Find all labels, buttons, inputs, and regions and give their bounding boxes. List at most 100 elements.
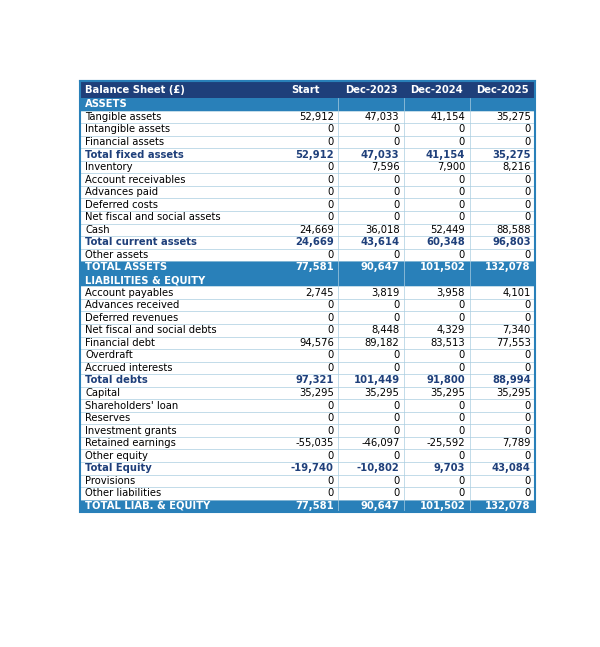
Text: 101,502: 101,502	[419, 501, 465, 511]
Text: 0: 0	[393, 400, 400, 411]
Text: 0: 0	[328, 363, 334, 373]
Text: 0: 0	[328, 124, 334, 135]
Text: 0: 0	[524, 124, 531, 135]
Text: Financial debt: Financial debt	[85, 338, 155, 348]
Text: 0: 0	[393, 124, 400, 135]
Bar	[80, 248, 535, 261]
Text: 35,275: 35,275	[492, 149, 531, 160]
Text: 132,078: 132,078	[485, 501, 531, 511]
Text: 0: 0	[393, 212, 400, 223]
Text: Inventory: Inventory	[85, 162, 133, 172]
Text: 0: 0	[393, 175, 400, 184]
Text: 132,078: 132,078	[485, 263, 531, 272]
Text: 0: 0	[524, 488, 531, 498]
Text: Capital: Capital	[85, 388, 120, 398]
Text: ASSETS: ASSETS	[85, 100, 128, 109]
Text: Account receivables: Account receivables	[85, 175, 185, 184]
Text: 43,614: 43,614	[361, 237, 400, 247]
Text: 97,321: 97,321	[295, 375, 334, 386]
Text: Investment grants: Investment grants	[85, 426, 176, 435]
Text: Total fixed assets: Total fixed assets	[85, 149, 184, 160]
Text: 7,596: 7,596	[371, 162, 400, 172]
Bar	[80, 311, 535, 324]
Text: 77,581: 77,581	[295, 501, 334, 511]
Text: 0: 0	[459, 476, 465, 486]
Text: 0: 0	[393, 313, 400, 323]
Text: 0: 0	[328, 162, 334, 172]
Text: Start: Start	[292, 85, 320, 94]
Bar	[80, 349, 535, 362]
Text: 0: 0	[328, 476, 334, 486]
Bar	[80, 136, 535, 148]
Text: 3,819: 3,819	[371, 287, 400, 298]
Bar	[80, 287, 535, 299]
Text: 0: 0	[524, 137, 531, 147]
Text: TOTAL LIAB. & EQUITY: TOTAL LIAB. & EQUITY	[85, 501, 211, 511]
Text: Deferred revenues: Deferred revenues	[85, 313, 178, 323]
Text: 0: 0	[524, 426, 531, 435]
Text: Net fiscal and social assets: Net fiscal and social assets	[85, 212, 221, 223]
Text: 94,576: 94,576	[299, 338, 334, 348]
Text: 0: 0	[328, 137, 334, 147]
Text: -46,097: -46,097	[361, 438, 400, 448]
Text: 52,449: 52,449	[430, 225, 465, 235]
Text: Total Equity: Total Equity	[85, 463, 152, 474]
Text: 7,900: 7,900	[437, 162, 465, 172]
Text: 0: 0	[524, 400, 531, 411]
Text: 43,084: 43,084	[492, 463, 531, 474]
Text: 0: 0	[459, 212, 465, 223]
Text: Intangible assets: Intangible assets	[85, 124, 170, 135]
Text: 0: 0	[524, 476, 531, 486]
Text: 0: 0	[524, 200, 531, 210]
Text: 8,448: 8,448	[371, 325, 400, 335]
Text: Reserves: Reserves	[85, 413, 130, 423]
Text: 35,275: 35,275	[496, 112, 531, 122]
Bar	[80, 261, 535, 274]
Text: 0: 0	[328, 300, 334, 310]
Text: 47,033: 47,033	[361, 149, 400, 160]
Bar	[80, 499, 535, 512]
Text: 52,912: 52,912	[295, 149, 334, 160]
Text: 0: 0	[459, 187, 465, 197]
Bar	[80, 487, 535, 499]
Text: 0: 0	[328, 488, 334, 498]
Text: 90,647: 90,647	[361, 263, 400, 272]
Bar	[80, 173, 535, 186]
Text: 0: 0	[393, 476, 400, 486]
Text: 0: 0	[459, 124, 465, 135]
Text: 0: 0	[328, 250, 334, 260]
Text: 0: 0	[524, 212, 531, 223]
Text: Overdraft: Overdraft	[85, 350, 133, 360]
Text: 0: 0	[459, 250, 465, 260]
Text: -25,592: -25,592	[427, 438, 465, 448]
Bar	[80, 362, 535, 374]
Bar	[80, 299, 535, 311]
Text: 0: 0	[524, 300, 531, 310]
Text: 4,101: 4,101	[502, 287, 531, 298]
Text: 0: 0	[328, 313, 334, 323]
Text: Cash: Cash	[85, 225, 110, 235]
Bar	[80, 399, 535, 412]
Text: 0: 0	[459, 413, 465, 423]
Text: 77,581: 77,581	[295, 263, 334, 272]
Bar	[80, 450, 535, 462]
Text: 0: 0	[459, 300, 465, 310]
Bar	[80, 111, 535, 123]
Text: 0: 0	[328, 187, 334, 197]
Text: 0: 0	[328, 451, 334, 461]
Text: 9,703: 9,703	[434, 463, 465, 474]
Bar	[80, 412, 535, 424]
Text: 96,803: 96,803	[492, 237, 531, 247]
Bar	[80, 199, 535, 211]
Text: 60,348: 60,348	[427, 237, 465, 247]
Text: 101,502: 101,502	[419, 263, 465, 272]
Bar	[80, 98, 535, 111]
Text: 83,513: 83,513	[430, 338, 465, 348]
Bar	[80, 424, 535, 437]
Text: Dec-2025: Dec-2025	[476, 85, 529, 94]
Text: 89,182: 89,182	[365, 338, 400, 348]
Text: 0: 0	[328, 426, 334, 435]
Text: 0: 0	[459, 488, 465, 498]
Text: 0: 0	[524, 187, 531, 197]
Text: 3,958: 3,958	[437, 287, 465, 298]
